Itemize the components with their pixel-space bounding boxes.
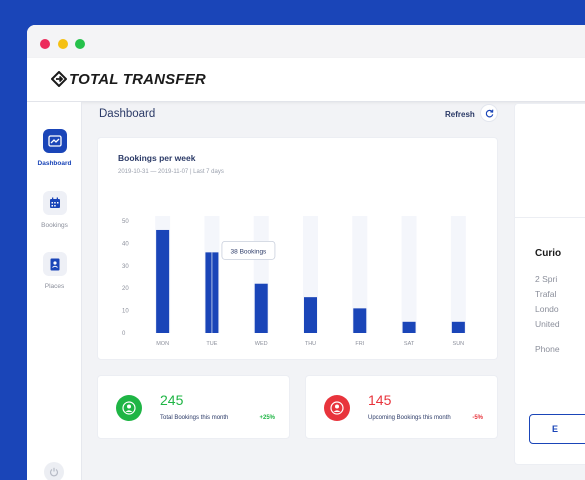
address-line: 2 Spri [535,274,558,284]
sidebar-item-bookings[interactable]: Bookings [27,191,82,229]
power-icon[interactable] [44,462,64,480]
stat-value: 245 [160,392,184,408]
bar-sat [402,321,416,333]
place-name: Curio [535,248,562,259]
refresh-icon [485,109,493,117]
sidebar-item-label: Dashboard [37,160,72,167]
bar-fri [353,308,367,333]
x-tick-label: THU [305,341,316,347]
refresh-label[interactable]: Refresh [445,110,475,119]
x-tick-label: TUE [206,341,217,347]
place-detail-card: Curio 2 Spri Trafal Londo United Phone E [514,103,585,465]
bookings-chart-card: Bookings per week 2019-10-31 — 2019-11-0… [97,137,498,360]
chart-title: Bookings per week [118,153,196,163]
chart-subtitle: 2019-10-31 — 2019-11-07 | Last 7 days [118,169,224,175]
sidebar-item-dashboard[interactable]: Dashboard [27,129,82,167]
sidebar-item-label: Bookings [41,222,68,229]
address-line: United [535,319,560,329]
stat-label: Upcoming Bookings this month [368,415,451,421]
place-book-icon [42,252,67,276]
sidebar: Dashboard Bookings [27,102,82,480]
divider [515,217,585,218]
y-tick-label: 30 [122,264,129,270]
x-tick-label: SAT [404,341,415,347]
window-titlebar [27,25,585,58]
bookings-bar-chart: 0 10 20 30 40 50 MON TUE WED THU FRI SAT SUN 38 Booki… [122,216,466,347]
user-icon [324,395,350,421]
sidebar-item-label: Places [44,283,65,290]
logo-arrow-icon [51,71,67,87]
y-tick-label: 10 [122,309,129,315]
close-window-button[interactable] [40,39,50,49]
address-line: Londo [535,304,559,314]
x-tick-label: WED [255,341,268,347]
x-tick-label: FRI [355,341,364,347]
place-action-button[interactable]: E [529,414,585,444]
y-tick-label: 50 [122,219,129,225]
minimize-window-button[interactable] [58,39,68,49]
stat-label: Total Bookings this month [160,415,229,421]
bar-mon [156,229,170,333]
bar-hover-band [401,216,417,333]
y-tick-label: 20 [122,286,129,292]
x-tick-label: SUN [453,341,465,347]
refresh-button[interactable] [480,104,498,122]
chart-icon [42,129,67,153]
bar-wed [254,283,268,333]
chart-tooltip [221,240,276,260]
stat-value: 145 [368,392,392,408]
logo[interactable]: TOTAL TRANSFER [51,69,206,89]
bar-hover-band [450,216,466,333]
calendar-icon [42,191,67,215]
bar-thu [304,297,317,333]
chart-tooltip-text: 38 Bookings [231,248,268,255]
stat-card-total-bookings: 245 Total Bookings this month +25% [97,375,290,439]
user-icon [116,395,142,421]
x-tick-label: MON [156,341,169,347]
page-title: Dashboard [99,108,156,120]
phone-label: Phone [535,344,560,354]
logo-text: TOTAL TRANSFER [69,70,206,88]
maximize-window-button[interactable] [75,39,85,49]
bar-hover-band [352,216,368,333]
y-tick-label: 40 [122,241,129,247]
app-header: TOTAL TRANSFER [27,58,585,102]
stat-change: -5% [472,415,483,421]
bar-sun [451,321,465,333]
stat-card-upcoming-bookings: 145 Upcoming Bookings this month -5% [305,375,498,439]
sidebar-item-places[interactable]: Places [27,252,82,290]
address-line: Trafal [535,289,557,299]
stat-change: +25% [259,415,275,421]
y-tick-label: 0 [122,331,126,337]
